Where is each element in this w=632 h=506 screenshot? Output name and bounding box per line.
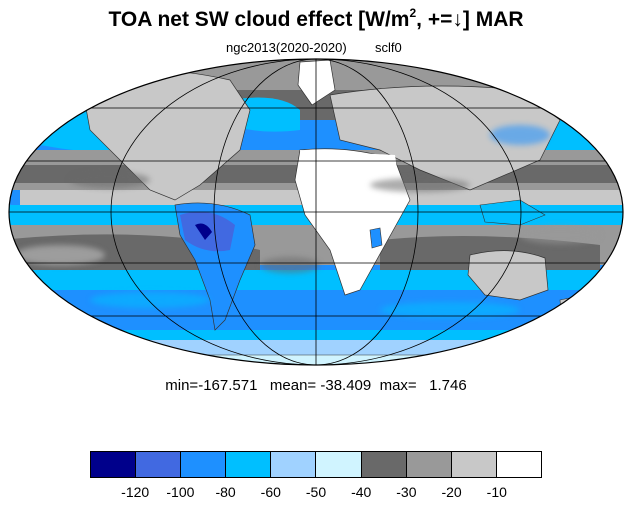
colorbar — [90, 451, 542, 478]
plot-title: TOA net SW cloud effect [W/m2, +=↓] MAR — [108, 6, 524, 31]
colorbar-label: -50 — [305, 484, 327, 500]
lon-line-120 — [110, 59, 522, 365]
colorbar-box-7 — [406, 452, 452, 477]
field-statistics: min=-167.571 mean= -38.409 max= 1.746 — [165, 377, 467, 394]
colorbar-labels: -120 -100 -80 -60 -50 -40 -30 -20 -10 — [0, 484, 632, 504]
colorbar-label: -40 — [351, 484, 372, 500]
maritime-continent — [479, 199, 546, 226]
colorbar-box-9 — [496, 452, 541, 477]
colorbar-box-5 — [316, 452, 362, 477]
greenland — [297, 59, 336, 106]
colorbar-label: -60 — [260, 484, 281, 500]
colorbar-box-2 — [181, 452, 227, 477]
new-zealand — [559, 297, 575, 323]
colorbar-label: -80 — [215, 484, 236, 500]
colorbar-box-3 — [226, 452, 272, 477]
colorbar-label: -30 — [396, 484, 417, 500]
colorbar-box-1 — [136, 452, 182, 477]
colorbar-box-4 — [271, 452, 317, 477]
amazon-core — [195, 223, 212, 240]
subtitle-variable: sclf0 — [375, 40, 402, 55]
map-border — [8, 58, 624, 366]
colorbar-label: -100 — [166, 484, 195, 500]
colorbar-box-8 — [451, 452, 497, 477]
world-map — [8, 58, 624, 366]
colorbar-box-6 — [361, 452, 407, 477]
colorbar-box-0 — [91, 452, 137, 477]
colorbar-label: -20 — [441, 484, 462, 500]
colorbar-label: -10 — [486, 484, 507, 500]
colorbar-label: -120 — [121, 484, 150, 500]
madagascar — [369, 227, 383, 249]
graticule — [9, 59, 623, 365]
subtitle-experiment: ngc2013(2020-2020) — [226, 40, 347, 55]
lon-line-60 — [213, 59, 419, 365]
field-texture — [15, 125, 600, 318]
